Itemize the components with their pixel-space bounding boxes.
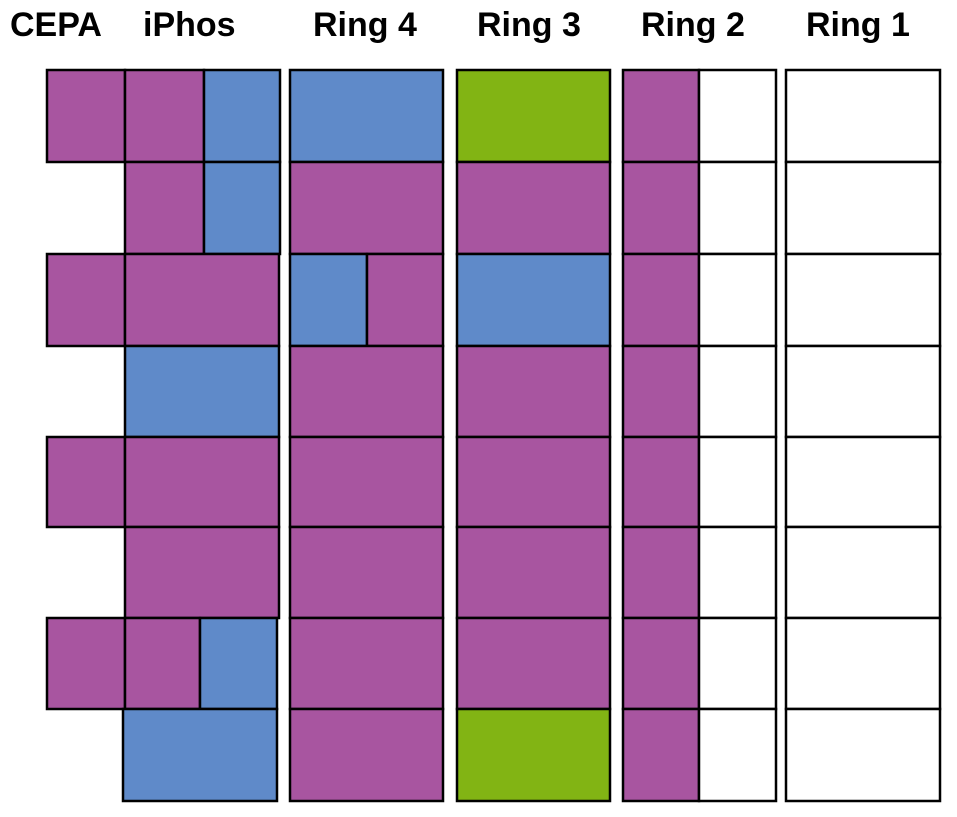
ring2-block-row-8-cell-1 [621, 707, 701, 803]
cepa-block-row-5 [45, 435, 127, 529]
ring4-block-row-7-cell-1 [288, 616, 445, 711]
ring1-block-row-4-cell-1 [784, 344, 942, 439]
iphos-block-row-1-cell-2 [202, 68, 282, 164]
iphos-block-row-4-cell-1 [123, 344, 281, 439]
column-header-ring4: Ring 4 [313, 6, 417, 44]
ring2-block-row-2-cell-1 [621, 160, 701, 256]
ring2-block-row-6-cell-1 [621, 525, 701, 620]
ring4-block-row-1-cell-1 [288, 68, 445, 164]
iphos-block-row-5-cell-1 [123, 435, 281, 529]
iphos-block-row-1-cell-1 [123, 68, 206, 164]
column-header-cepa: CEPA [10, 6, 102, 44]
ring1-block-row-2-cell-1 [784, 160, 942, 256]
iphos-block-row-6-cell-1 [123, 525, 281, 620]
ring3-block-row-7-cell-1 [455, 616, 612, 711]
ring4-block-row-3-cell-2 [365, 252, 445, 348]
ring3-block-row-3-cell-1 [455, 252, 612, 348]
ring3-block-row-8-cell-1 [455, 707, 612, 803]
ring4-block-row-8-cell-1 [288, 707, 445, 803]
column-header-ring1: Ring 1 [806, 6, 910, 44]
cepa-block-row-3 [45, 252, 127, 348]
ring2-block-row-5-cell-2 [697, 435, 778, 529]
ring1-block-row-1-cell-1 [784, 68, 942, 164]
ring1-block-row-7-cell-1 [784, 616, 942, 711]
ring2-block-row-5-cell-1 [621, 435, 701, 529]
column-header-ring2: Ring 2 [641, 6, 745, 44]
ring2-block-row-7-cell-1 [621, 616, 701, 711]
ring4-block-row-6-cell-1 [288, 525, 445, 620]
ring2-block-row-6-cell-2 [697, 525, 778, 620]
column-header-iphos: iPhos [143, 6, 236, 44]
iphos-block-row-8-cell-1 [121, 707, 279, 803]
ring1-block-row-3-cell-1 [784, 252, 942, 348]
ring2-block-row-1-cell-2 [697, 68, 778, 164]
iphos-block-row-7-cell-1 [123, 616, 202, 711]
ring4-block-row-5-cell-1 [288, 435, 445, 529]
ring3-block-row-1-cell-1 [455, 68, 612, 164]
cepa-block-row-7 [45, 616, 127, 711]
ring4-block-row-3-cell-1 [288, 252, 369, 348]
ring2-block-row-1-cell-1 [621, 68, 701, 164]
ring1-block-row-6-cell-1 [784, 525, 942, 620]
ring2-block-row-4-cell-2 [697, 344, 778, 439]
ring2-block-row-3-cell-1 [621, 252, 701, 348]
ring2-block-row-3-cell-2 [697, 252, 778, 348]
ring3-block-row-6-cell-1 [455, 525, 612, 620]
ring4-block-row-2-cell-1 [288, 160, 445, 256]
ring2-block-row-7-cell-2 [697, 616, 778, 711]
cepa-block-row-1 [45, 68, 127, 164]
ring3-block-row-5-cell-1 [455, 435, 612, 529]
ring3-block-row-4-cell-1 [455, 344, 612, 439]
ring2-block-row-2-cell-2 [697, 160, 778, 256]
ring2-block-row-8-cell-2 [697, 707, 778, 803]
ring4-block-row-4-cell-1 [288, 344, 445, 439]
ring2-block-row-4-cell-1 [621, 344, 701, 439]
iphos-block-row-2-cell-1 [123, 160, 206, 256]
iphos-block-row-3-cell-1 [123, 252, 281, 348]
ring3-block-row-2-cell-1 [455, 160, 612, 256]
iphos-block-row-7-cell-2 [198, 616, 279, 711]
column-header-ring3: Ring 3 [477, 6, 581, 44]
ring1-block-row-8-cell-1 [784, 707, 942, 803]
ring1-block-row-5-cell-1 [784, 435, 942, 529]
iphos-block-row-2-cell-2 [202, 160, 282, 256]
